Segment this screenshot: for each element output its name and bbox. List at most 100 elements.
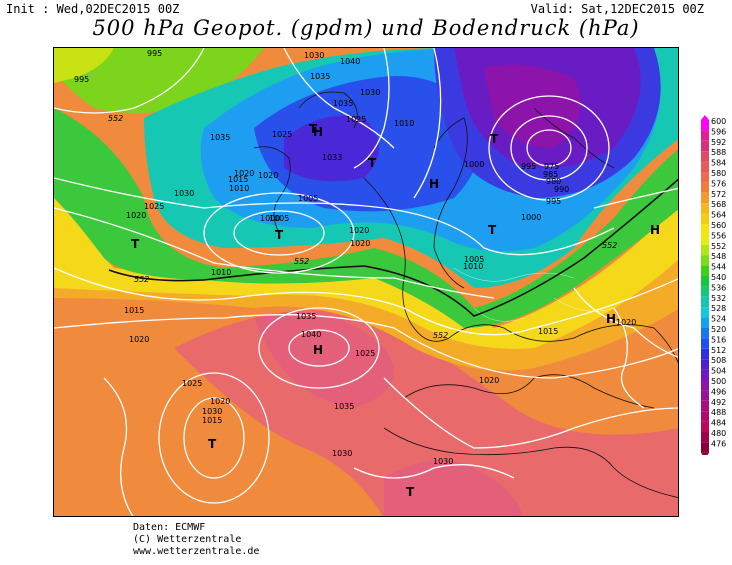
isobar-label: 1035 <box>310 72 330 81</box>
pressure-center-marker: T <box>490 132 499 146</box>
scale-value: 500 <box>711 377 726 386</box>
isobar-label: 1020 <box>616 318 636 327</box>
pressure-center-marker: T <box>131 237 140 251</box>
isobar-label: 1015 <box>228 175 248 184</box>
scale-swatch <box>701 411 709 422</box>
scale-swatch <box>701 338 709 349</box>
scale-swatch <box>701 140 709 152</box>
scale-value: 532 <box>711 294 726 303</box>
scale-value: 496 <box>711 387 726 396</box>
map-title: 500 hPa Geopot. (gpdm) und Bodendruck (h… <box>92 16 640 40</box>
isobar-label: 1005 <box>464 255 484 264</box>
init-time: Init : Wed,02DEC2015 00Z <box>6 2 180 16</box>
height-labels: 552 552 552 552 552 <box>108 114 617 340</box>
isobar-label: 975 <box>544 162 559 171</box>
nw-yellow <box>54 48 114 83</box>
scale-swatch <box>701 286 709 297</box>
scale-value: 508 <box>711 356 726 365</box>
isobar-label: 1025 <box>182 379 202 388</box>
isobar-label: 1010 <box>463 262 483 271</box>
isobar-label: 1030 <box>433 457 453 466</box>
isobar-label: 985 <box>543 170 558 179</box>
scale-value: 564 <box>711 211 726 220</box>
scale-value: 548 <box>711 252 726 261</box>
pressure-center-marker: H <box>313 125 323 139</box>
scale-value: 544 <box>711 263 726 272</box>
isobar-labels: 995 1030 1035 1040 995 1030 1035 1025 1020 1035 10… <box>74 49 636 466</box>
scale-swatch <box>701 317 709 328</box>
isobar-label: 1005 <box>298 194 318 203</box>
scale-value: 596 <box>711 127 726 136</box>
scale-swatch <box>701 296 709 308</box>
scale-value: 588 <box>711 148 726 157</box>
scale-swatch <box>701 151 709 162</box>
isobar-label: 1010 <box>394 119 414 128</box>
scale-value: 516 <box>711 335 726 344</box>
isobar-label: 1035 <box>296 312 316 321</box>
nw-green <box>54 48 264 113</box>
isobar-label: 1025 <box>355 349 375 358</box>
isobar-label: 1033 <box>322 153 342 162</box>
isobar-label: 995 <box>546 197 561 206</box>
scale-swatch <box>701 369 709 380</box>
scale-value: 492 <box>711 398 726 407</box>
scale-swatch <box>701 276 709 287</box>
scale-value: 528 <box>711 304 726 313</box>
valid-time: Valid: Sat,12DEC2015 00Z <box>530 2 704 16</box>
height-contour-label: 552 <box>134 275 149 284</box>
pressure-center-marker: H <box>606 312 616 326</box>
pressure-center-marker: H <box>313 343 323 357</box>
isobar-label: 1015 <box>538 327 558 336</box>
height-contour-label: 552 <box>433 331 448 340</box>
isobar-label: 990 <box>554 185 569 194</box>
isobar-label: 1000 <box>464 160 484 169</box>
scale-value: 480 <box>711 429 726 438</box>
isobar-label: 1035 <box>333 99 353 108</box>
isobar-label: 1020 <box>350 239 370 248</box>
isobar-label: 1040 <box>301 330 321 339</box>
isobar-label: 1030 <box>304 51 324 60</box>
scale-value: 520 <box>711 325 726 334</box>
height-contour-label: 552 <box>108 114 123 123</box>
scale-value: 600 <box>711 117 726 126</box>
isobar-label: 1025 <box>346 115 366 124</box>
country-borders <box>453 267 615 322</box>
scale-value: 504 <box>711 367 726 376</box>
scale-value: 552 <box>711 242 726 251</box>
pressure-center-marker: T <box>488 223 497 237</box>
scale-value: 576 <box>711 179 726 188</box>
scale-swatch <box>701 224 709 235</box>
scale-value: 476 <box>711 439 726 448</box>
height-contour-label: 552 <box>602 241 617 250</box>
scale-swatch <box>701 432 709 443</box>
isobar-label: 1020 <box>258 171 278 180</box>
isobar-label: 995 <box>74 75 89 84</box>
isobar-label: 995 <box>521 162 536 171</box>
scale-swatch <box>701 182 709 193</box>
scale-swatch <box>701 172 709 183</box>
pressure-center-marker: T <box>368 156 377 170</box>
scale-swatch <box>701 328 709 339</box>
scale-swatch <box>701 244 709 256</box>
scale-swatch <box>701 130 709 141</box>
pressure-center-marker: H <box>429 177 439 191</box>
scale-value: 540 <box>711 273 726 282</box>
isobar-label: 1010 <box>229 184 249 193</box>
scale-value: 524 <box>711 315 726 324</box>
isobar-label: 1020 <box>129 335 149 344</box>
scale-value: 488 <box>711 408 726 417</box>
pink-core <box>254 312 394 408</box>
scale-swatch <box>701 442 709 453</box>
scale-value: 584 <box>711 159 726 168</box>
isobars <box>54 48 678 516</box>
scale-swatch <box>701 255 709 266</box>
green-band <box>54 108 678 328</box>
isobar-label: 1015 <box>124 306 144 315</box>
pressure-center-marker: T <box>208 437 217 451</box>
scale-swatch <box>701 348 709 360</box>
scale-swatch <box>701 192 709 204</box>
scale-swatch <box>701 421 709 432</box>
scale-value: 572 <box>711 190 726 199</box>
isobar-label: 1020 <box>126 211 146 220</box>
isobar-label: 1010 <box>211 268 231 277</box>
